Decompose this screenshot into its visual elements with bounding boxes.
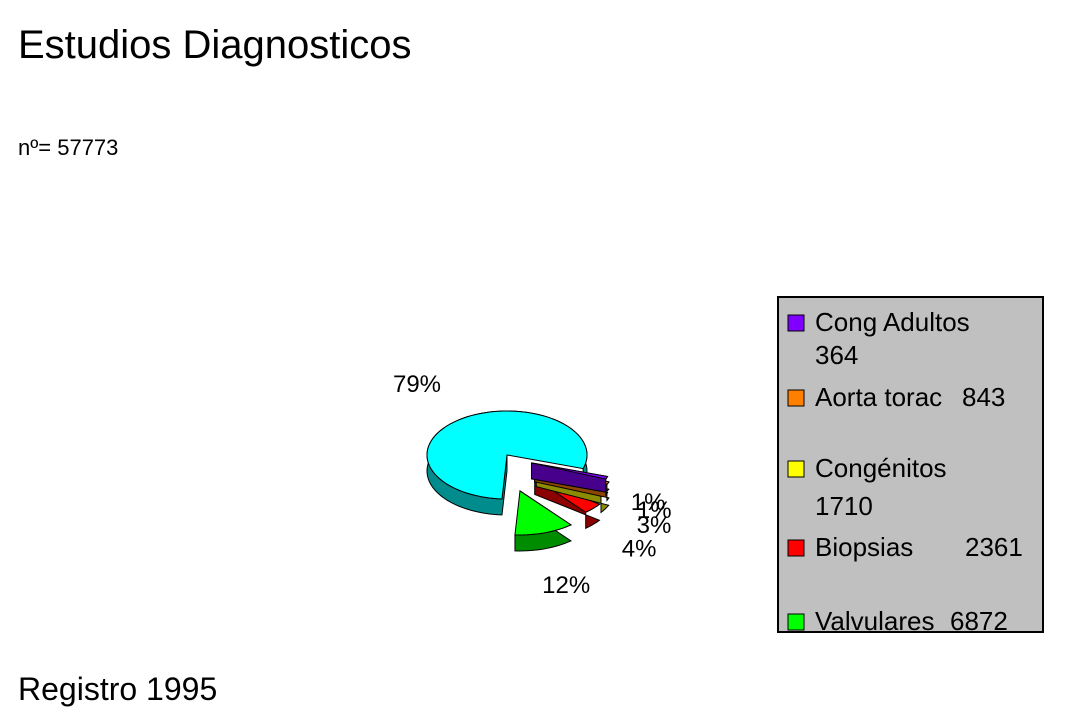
data-label: 3% — [637, 512, 672, 539]
pie-slice — [531, 462, 609, 480]
subtitle: nº= 57773 — [18, 135, 118, 160]
legend-label: Cong Adultos — [815, 307, 970, 337]
legend-swatch — [787, 389, 805, 407]
pie-slice — [426, 410, 588, 500]
legend-count: 364 — [815, 340, 858, 370]
legend-label: Aorta torac — [815, 382, 942, 412]
legend-box — [777, 296, 1044, 633]
legend-swatch — [787, 314, 805, 332]
legend-swatch — [787, 613, 805, 631]
data-label: 1% — [637, 497, 672, 524]
data-label: 1% — [631, 489, 666, 516]
legend-label: Biopsias — [815, 532, 913, 562]
legend-count: 843 — [962, 382, 1005, 412]
legend-label: Congénitos — [815, 453, 947, 483]
legend-label: Valvulares — [815, 606, 934, 636]
legend-swatch — [787, 539, 805, 557]
pie-slice — [514, 490, 573, 536]
data-label: 79% — [393, 371, 441, 398]
legend-swatch — [787, 460, 805, 478]
footer: Registro 1995 — [18, 671, 217, 707]
data-label: 4% — [622, 535, 657, 562]
chart-title: Estudios Diagnosticos — [18, 23, 412, 67]
legend-count: 6872 — [950, 606, 1008, 636]
data-label: 12% — [542, 572, 590, 599]
legend-count: 2361 — [965, 532, 1023, 562]
legend-count: 1710 — [815, 491, 873, 521]
